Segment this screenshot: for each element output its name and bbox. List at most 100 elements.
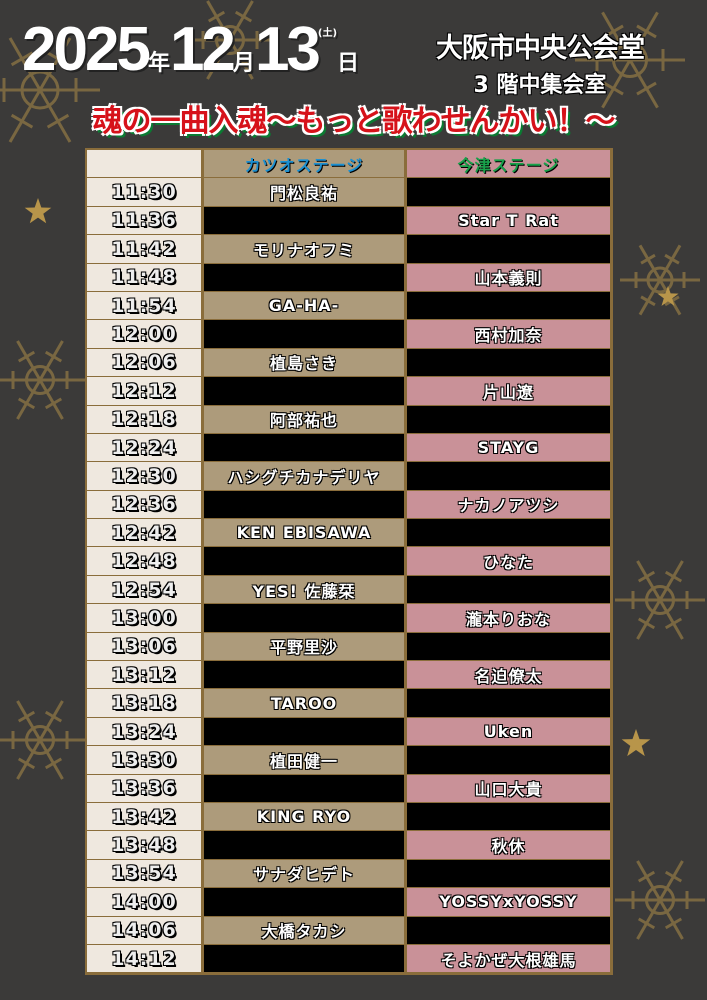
time-cell: 14:06 <box>87 916 201 944</box>
katsuo-stage-cell: ハシグチカナデリヤ <box>204 462 404 490</box>
time-cell: 12:06 <box>87 348 201 377</box>
table-row: 12:18 阿部祐也 <box>87 405 611 434</box>
table-row: 13:36 山口大貴 <box>87 774 611 803</box>
time-cell: 12:42 <box>87 519 201 547</box>
imazu-stage-cell: 瀧本りおな <box>407 604 610 632</box>
imazu-stage-cell <box>407 462 610 490</box>
katsuo-stage-cell <box>204 263 404 291</box>
date-year: 2025 <box>22 15 151 84</box>
katsuo-stage-cell <box>204 604 404 632</box>
snowflake-icon <box>620 244 700 316</box>
katsuo-stage-cell: モリナオフミ <box>204 235 404 263</box>
katsuo-stage-cell: 阿部祐也 <box>204 405 404 433</box>
imazu-stage-cell: YOSSYxYOSSY <box>407 888 610 916</box>
time-cell: 14:12 <box>87 944 201 973</box>
katsuo-stage-cell: 門松良祐 <box>204 178 404 206</box>
table-row: 13:54 サナダヒデト <box>87 859 611 889</box>
imazu-stage-cell: Star T Rat <box>407 206 610 235</box>
time-cell: 12:24 <box>87 433 201 462</box>
imazu-stage-cell: ナカノアツシ <box>407 490 610 519</box>
time-cell: 11:36 <box>87 206 201 235</box>
katsuo-stage-cell: KEN EBISAWA <box>204 519 404 547</box>
table-row: 12:54 YES! 佐藤栞 <box>87 575 611 605</box>
katsuo-stage-cell <box>204 433 404 462</box>
stage-header-imazu: 今津ステージ <box>407 150 610 178</box>
table-row: 12:12 片山遼 <box>87 377 611 406</box>
table-row: 13:18 TAROO <box>87 689 611 718</box>
imazu-stage-cell: 山本義則 <box>407 263 610 291</box>
time-cell: 13:30 <box>87 746 201 774</box>
imazu-stage-cell: STAYG <box>407 433 610 462</box>
imazu-stage-cell: 山口大貴 <box>407 774 610 802</box>
table-row: 12:30 ハシグチカナデリヤ <box>87 462 611 491</box>
katsuo-stage-cell: YES! 佐藤栞 <box>204 575 404 604</box>
time-cell: 13:18 <box>87 689 201 717</box>
imazu-stage-cell: そよかぜ大根雄馬 <box>407 944 610 973</box>
table-row: 13:42 KING RYO <box>87 802 611 832</box>
venue: 大阪市中央公会堂 3 階中集会室 <box>405 26 675 99</box>
imazu-stage-cell: 名迫僚太 <box>407 661 610 689</box>
katsuo-stage-cell <box>204 377 404 405</box>
imazu-stage-cell: 秋休 <box>407 831 610 859</box>
table-row: 13:48 秋休 <box>87 831 611 860</box>
katsuo-stage-cell <box>204 717 404 746</box>
time-cell: 12:12 <box>87 377 201 405</box>
katsuo-stage-cell: TAROO <box>204 689 404 717</box>
imazu-stage-cell <box>407 235 610 263</box>
venue-room: 3 階中集会室 <box>473 73 607 98</box>
table-row: 11:36 Star T Rat <box>87 206 611 236</box>
venue-name: 大阪市中央公会堂 <box>436 33 645 64</box>
time-cell: 11:54 <box>87 291 201 320</box>
table-row: 11:48 山本義則 <box>87 263 611 292</box>
date-weekday: (土) <box>317 28 338 39</box>
time-cell: 12:54 <box>87 575 201 604</box>
katsuo-stage-cell: 平野里沙 <box>204 632 404 661</box>
imazu-stage-cell <box>407 916 610 944</box>
table-row: 12:42 KEN EBISAWA <box>87 519 611 548</box>
date-month: 12 <box>169 15 236 84</box>
imazu-stage-cell <box>407 689 610 717</box>
time-cell: 12:00 <box>87 320 201 348</box>
imazu-stage-cell <box>407 632 610 661</box>
event-title: 魂の一曲入魂～もっと歌わせんかい！～ <box>92 104 616 139</box>
table-row: 12:24 STAYG <box>87 433 611 463</box>
table-row: 13:06 平野里沙 <box>87 632 611 662</box>
time-cell: 13:42 <box>87 802 201 831</box>
imazu-stage-cell <box>407 348 610 377</box>
imazu-stage-cell <box>407 575 610 604</box>
time-cell: 12:36 <box>87 490 201 519</box>
event-date: 2025年12月13(土) 日 <box>22 14 359 85</box>
date-day-unit: 日 <box>337 51 360 76</box>
table-row: 13:30 植田健一 <box>87 746 611 775</box>
katsuo-stage-cell <box>204 320 404 348</box>
katsuo-stage-cell: サナダヒデト <box>204 859 404 888</box>
katsuo-stage-cell <box>204 888 404 916</box>
timetable: カツオステージ 今津ステージ 11:30 門松良祐 11:36 Star T Rat 1… <box>85 148 613 976</box>
time-cell: 13:24 <box>87 717 201 746</box>
time-cell: 14:00 <box>87 888 201 916</box>
table-row: 13:12 名迫僚太 <box>87 661 611 690</box>
snowflake-icon <box>0 340 85 420</box>
imazu-stage-cell <box>407 519 610 547</box>
star-icon <box>657 286 679 306</box>
imazu-stage-cell <box>407 405 610 433</box>
imazu-stage-cell: ひなた <box>407 547 610 575</box>
imazu-stage-cell <box>407 746 610 774</box>
imazu-stage-cell <box>407 859 610 888</box>
star-icon <box>621 729 651 757</box>
stage-header-katsuo: カツオステージ <box>204 150 404 178</box>
time-cell: 13:48 <box>87 831 201 859</box>
time-cell: 11:42 <box>87 235 201 263</box>
imazu-stage-cell: 片山遼 <box>407 377 610 405</box>
imazu-stage-cell: Uken <box>407 717 610 746</box>
time-cell: 12:18 <box>87 405 201 433</box>
table-row: 14:00 YOSSYxYOSSY <box>87 888 611 917</box>
katsuo-stage-cell <box>204 774 404 802</box>
header-time-cell <box>87 150 201 178</box>
time-cell: 13:54 <box>87 859 201 888</box>
time-cell: 11:48 <box>87 263 201 291</box>
katsuo-stage-cell: 大橋タカシ <box>204 916 404 944</box>
table-row: 12:00 西村加奈 <box>87 320 611 349</box>
time-cell: 13:36 <box>87 774 201 802</box>
date-year-unit: 年 <box>147 51 170 76</box>
